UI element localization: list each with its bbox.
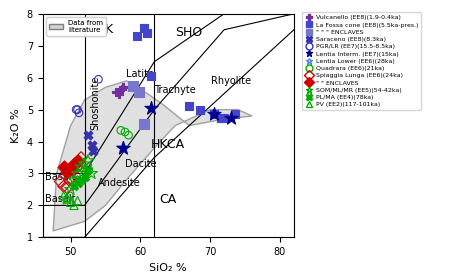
- Point: [56, 179, 64, 184]
- Text: Latite: Latite: [127, 70, 155, 79]
- Point: [77, 155, 85, 160]
- Point: [133, 34, 141, 38]
- Point: [74, 181, 82, 185]
- Point: [64, 197, 71, 201]
- Point: [77, 178, 85, 182]
- Point: [116, 91, 123, 96]
- Point: [95, 77, 102, 81]
- Point: [74, 198, 82, 203]
- Point: [231, 112, 238, 117]
- Point: [140, 26, 147, 30]
- Point: [64, 186, 71, 190]
- Text: K: K: [105, 23, 113, 36]
- Point: [60, 194, 67, 198]
- Point: [70, 162, 78, 166]
- Point: [147, 74, 155, 78]
- Point: [74, 165, 82, 169]
- Text: CA: CA: [160, 193, 177, 206]
- Point: [217, 115, 224, 120]
- Point: [64, 170, 71, 174]
- Text: Shoshonite: Shoshonite: [90, 76, 100, 131]
- Point: [60, 184, 67, 189]
- X-axis label: SiO₂ %: SiO₂ %: [149, 263, 187, 273]
- Text: Basalt: Basalt: [45, 172, 75, 182]
- Point: [119, 146, 127, 150]
- Point: [75, 111, 83, 115]
- Legend: Vulcanello (EE8)(1.9-0.4ka), La Fossa cone (EE8)(5.5ka-pres.), " " " ENCLAVES, S: Vulcanello (EE8)(1.9-0.4ka), La Fossa co…: [302, 12, 421, 110]
- Point: [64, 197, 71, 201]
- Point: [125, 133, 132, 137]
- Point: [81, 174, 88, 179]
- Point: [70, 168, 78, 172]
- Point: [70, 178, 78, 182]
- Point: [88, 171, 95, 176]
- Point: [74, 171, 82, 176]
- Polygon shape: [53, 81, 252, 231]
- Point: [121, 130, 129, 134]
- Point: [185, 104, 193, 109]
- Point: [135, 90, 143, 94]
- Point: [70, 203, 78, 208]
- Point: [73, 107, 80, 112]
- Point: [117, 128, 125, 132]
- Point: [67, 200, 74, 205]
- Point: [70, 184, 78, 189]
- Point: [129, 83, 137, 88]
- Point: [140, 122, 147, 126]
- Text: Andesite: Andesite: [98, 178, 141, 188]
- Text: Rhyolite: Rhyolite: [211, 76, 251, 86]
- Point: [84, 133, 92, 137]
- Point: [147, 106, 155, 110]
- Point: [67, 166, 74, 171]
- Point: [144, 31, 151, 35]
- Point: [81, 162, 88, 166]
- Y-axis label: K₂O %: K₂O %: [11, 108, 21, 143]
- Point: [74, 107, 82, 112]
- Point: [67, 187, 74, 192]
- Point: [60, 165, 67, 169]
- Point: [196, 107, 203, 112]
- Text: HKCA: HKCA: [151, 138, 185, 151]
- Text: Trachyte: Trachyte: [155, 86, 196, 95]
- Point: [88, 142, 95, 147]
- Point: [119, 85, 127, 89]
- Point: [119, 146, 127, 150]
- Text: Basalt: Basalt: [45, 194, 75, 204]
- Point: [89, 149, 97, 153]
- Point: [84, 168, 92, 172]
- Point: [118, 87, 125, 91]
- Point: [77, 165, 85, 169]
- Point: [210, 112, 218, 117]
- Point: [220, 115, 228, 120]
- Point: [74, 158, 82, 163]
- Text: Dacite: Dacite: [125, 159, 156, 169]
- Point: [112, 90, 120, 94]
- Point: [84, 158, 92, 163]
- Point: [227, 115, 235, 120]
- Text: SHO: SHO: [175, 26, 203, 39]
- Point: [67, 176, 74, 181]
- Point: [210, 112, 218, 117]
